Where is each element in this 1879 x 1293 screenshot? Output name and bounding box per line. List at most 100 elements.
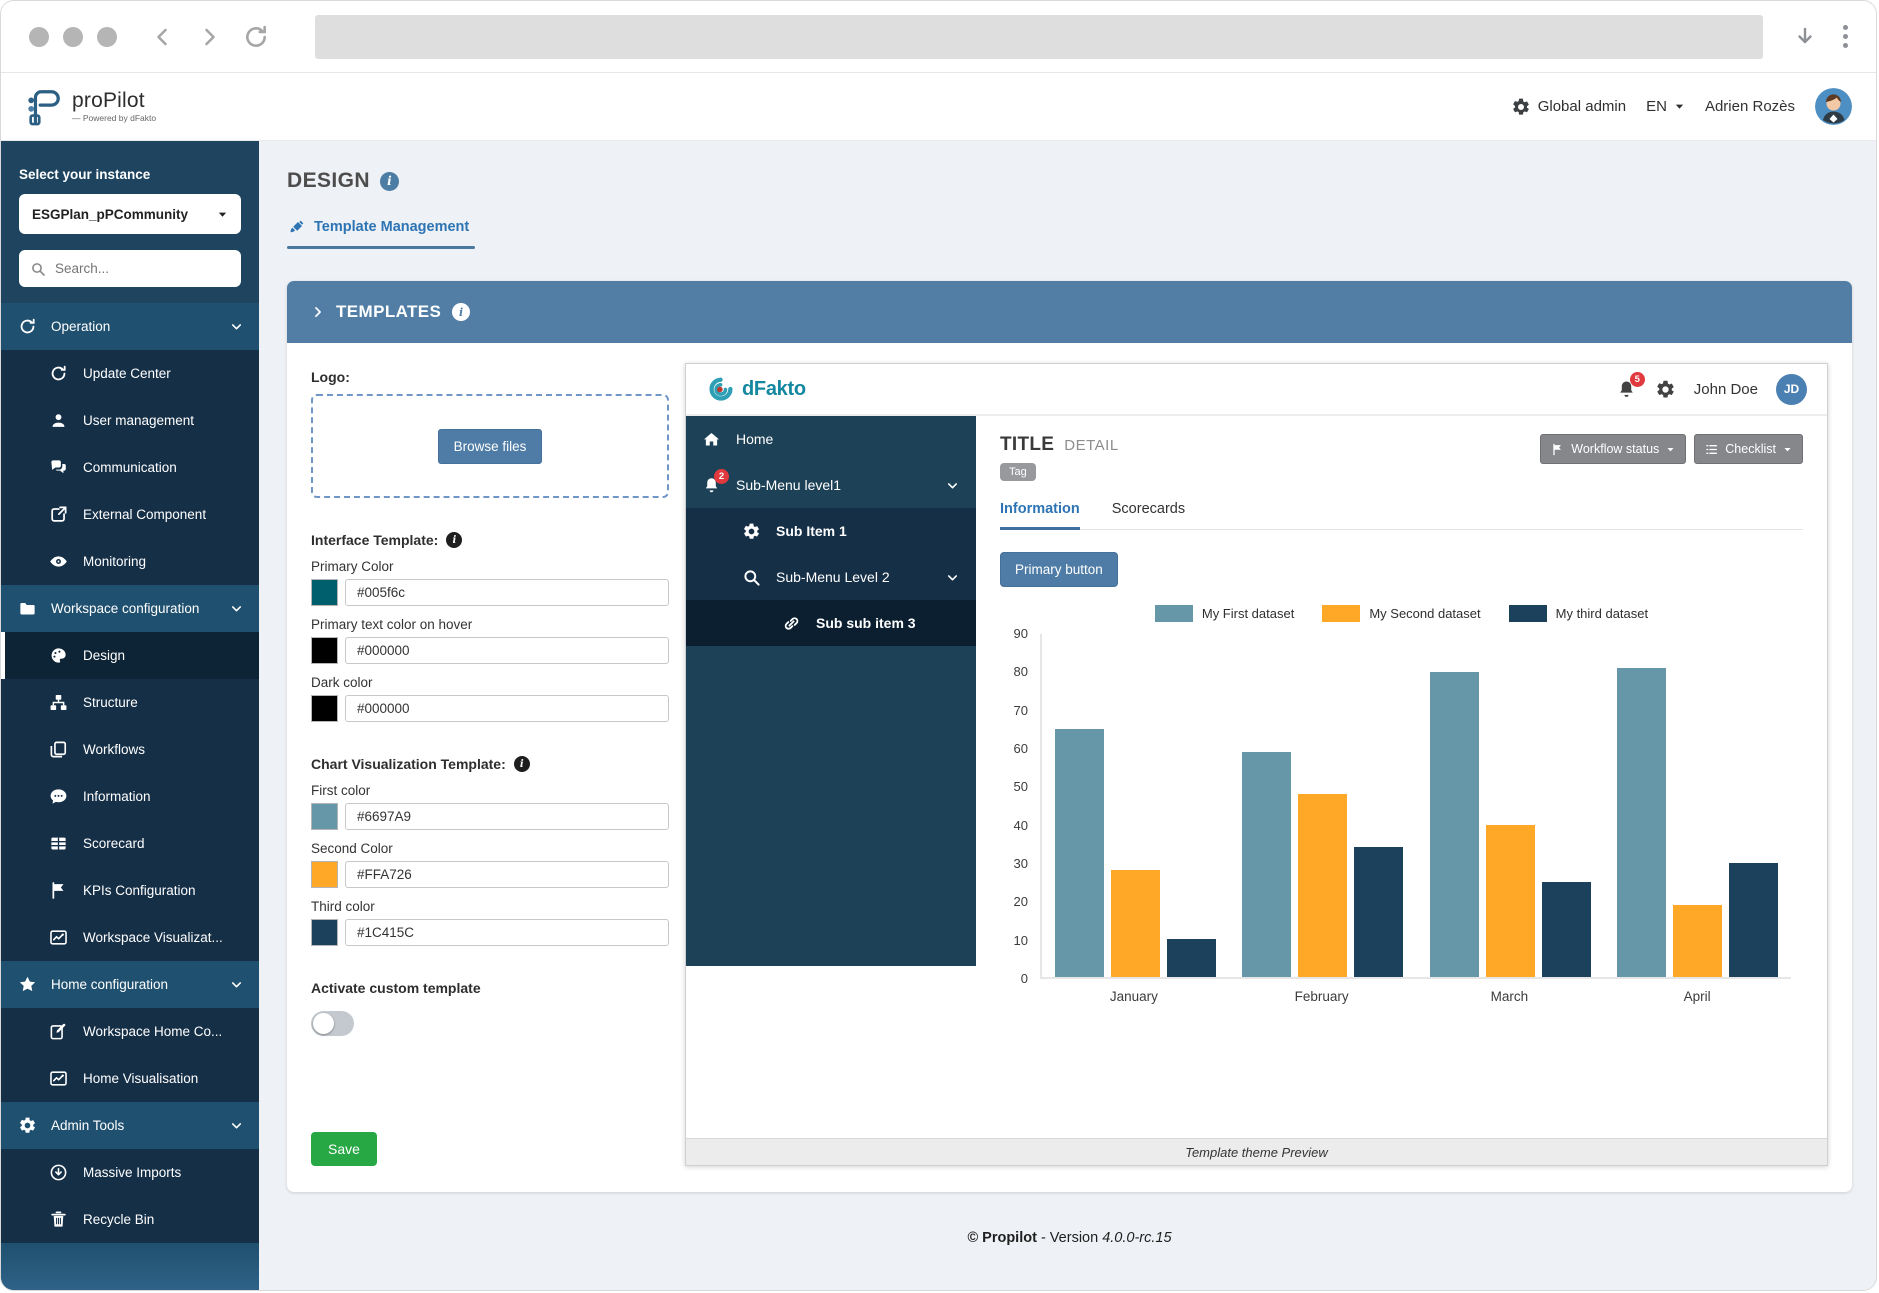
- window-controls[interactable]: [29, 26, 117, 47]
- window-control-dot[interactable]: [29, 26, 49, 47]
- activate-custom-template-toggle[interactable]: [311, 1011, 354, 1036]
- primary-button[interactable]: Primary button: [1000, 552, 1118, 587]
- preview-tabs: Information Scorecards: [1000, 501, 1803, 530]
- browser-menu-icon[interactable]: [1843, 25, 1848, 48]
- tag-badge[interactable]: Tag: [1000, 463, 1036, 481]
- sidebar-section-home-configuration[interactable]: Home configuration: [1, 961, 259, 1008]
- sidebar-item-kpis-configuration[interactable]: KPIs Configuration: [1, 867, 259, 914]
- preview-menu-sub-item1[interactable]: Sub Item 1: [686, 508, 976, 554]
- url-bar[interactable]: [315, 14, 1763, 59]
- chart-x-labels: January February March April: [1040, 979, 1791, 1020]
- logo-dropzone[interactable]: Browse files: [311, 394, 669, 498]
- sidebar-item-structure[interactable]: Structure: [1, 679, 259, 726]
- third-color-label: Third color: [311, 899, 375, 914]
- search-input[interactable]: [55, 261, 230, 276]
- sidebar-item-workflows[interactable]: Workflows: [1, 726, 259, 773]
- sidebar-item-user-management[interactable]: User management: [1, 397, 259, 444]
- dark-color-swatch[interactable]: [311, 695, 338, 722]
- reload-button[interactable]: [243, 24, 269, 50]
- preview-menu-submenu1[interactable]: 2 Sub-Menu level1: [686, 462, 976, 508]
- y-axis-tick: 0: [1020, 971, 1028, 986]
- sidebar-item-design[interactable]: Design: [1, 632, 259, 679]
- preview-menu-sub-sub-item3[interactable]: Sub sub item 3: [686, 600, 976, 646]
- bell-icon: [1619, 380, 1633, 397]
- section-label: Home configuration: [51, 977, 169, 992]
- save-button[interactable]: Save: [311, 1132, 377, 1166]
- global-admin-button[interactable]: Global admin: [1511, 97, 1626, 117]
- sidebar-item-workspace-home[interactable]: Workspace Home Co...: [1, 1008, 259, 1055]
- sidebar-item-home-visualisation[interactable]: Home Visualisation: [1, 1055, 259, 1102]
- info-icon[interactable]: [452, 303, 471, 321]
- bar: [1429, 672, 1479, 977]
- instance-label: Select your instance: [19, 167, 151, 182]
- window-control-dot[interactable]: [97, 26, 117, 47]
- forward-button[interactable]: [197, 25, 221, 49]
- sidebar-section-operation[interactable]: Operation: [1, 303, 259, 350]
- second-color-input[interactable]: [345, 861, 669, 888]
- star-icon: [19, 976, 36, 992]
- notifications-button[interactable]: 5: [1616, 371, 1645, 400]
- sidebar-item-workspace-visualization[interactable]: Workspace Visualizat...: [1, 914, 259, 961]
- primary-text-hover-input[interactable]: [345, 637, 669, 664]
- bar: [1672, 904, 1722, 977]
- y-axis-tick: 70: [1013, 702, 1028, 718]
- sidebar-item-information[interactable]: Information: [1, 773, 259, 820]
- chart-line-icon: [50, 1071, 67, 1086]
- chart-template-label: Chart Visualization Template:: [311, 756, 506, 772]
- brand[interactable]: proPilot — Powered by dFakto: [25, 86, 156, 128]
- sidebar-item-external-component[interactable]: External Component: [1, 491, 259, 538]
- dark-color-input[interactable]: [345, 695, 669, 722]
- y-axis-tick: 80: [1013, 664, 1028, 680]
- primary-text-hover-swatch[interactable]: [311, 637, 338, 664]
- item-label: Structure: [83, 695, 138, 710]
- language-selector[interactable]: EN: [1646, 98, 1685, 115]
- sidebar-item-scorecard[interactable]: Scorecard: [1, 820, 259, 867]
- preview-user-avatar[interactable]: JD: [1776, 373, 1807, 405]
- preview-menu-submenu2[interactable]: Sub-Menu Level 2: [686, 554, 976, 600]
- brand-name: proPilot: [72, 89, 145, 113]
- tab-active-underline: [287, 246, 476, 249]
- first-color-input[interactable]: [345, 803, 669, 830]
- brand-powered-by: — Powered by dFakto: [72, 113, 157, 124]
- instance-select[interactable]: ESGPlan_pPCommunity: [19, 194, 241, 234]
- window-control-dot[interactable]: [63, 26, 83, 47]
- tab-scorecards[interactable]: Scorecards: [1111, 501, 1186, 517]
- templates-card-header[interactable]: TEMPLATES: [287, 281, 1852, 343]
- checklist-button[interactable]: Checklist: [1694, 434, 1803, 464]
- workflow-status-button[interactable]: Workflow status: [1540, 434, 1687, 464]
- info-icon[interactable]: [446, 532, 463, 548]
- browse-files-button[interactable]: Browse files: [437, 428, 543, 464]
- refresh-icon: [20, 318, 35, 334]
- third-color-swatch[interactable]: [311, 919, 338, 946]
- tab-template-management[interactable]: Template Management: [287, 219, 475, 246]
- back-button[interactable]: [151, 25, 175, 49]
- user-avatar[interactable]: [1815, 88, 1852, 125]
- home-icon: [703, 432, 720, 445]
- sidebar-section-workspace-configuration[interactable]: Workspace configuration: [1, 585, 259, 632]
- download-icon[interactable]: [1793, 25, 1817, 49]
- sidebar: Select your instance ESGPlan_pPCommunity…: [1, 141, 259, 1290]
- first-color-swatch[interactable]: [311, 803, 338, 830]
- preview-menu-home[interactable]: Home: [686, 416, 976, 462]
- sidebar-item-update-center[interactable]: Update Center: [1, 350, 259, 397]
- sidebar-item-monitoring[interactable]: Monitoring: [1, 538, 259, 585]
- sidebar-item-communication[interactable]: Communication: [1, 444, 259, 491]
- third-color-input[interactable]: [345, 919, 669, 946]
- second-color-swatch[interactable]: [311, 861, 338, 888]
- caret-down-icon: [1784, 447, 1791, 451]
- gear-icon[interactable]: [1655, 379, 1676, 400]
- template-form: Logo: Browse files Interface Template: P…: [311, 363, 669, 1166]
- sidebar-item-massive-imports[interactable]: Massive Imports: [1, 1149, 259, 1196]
- info-icon[interactable]: [513, 756, 530, 772]
- sidebar-search[interactable]: [19, 250, 241, 287]
- x-axis-label: March: [1490, 989, 1529, 1004]
- instance-value: ESGPlan_pPCommunity: [32, 206, 189, 222]
- sidebar-item-recycle-bin[interactable]: Recycle Bin: [1, 1196, 259, 1243]
- info-icon[interactable]: [379, 171, 399, 191]
- primary-color-swatch[interactable]: [311, 579, 338, 606]
- table-icon: [51, 837, 66, 850]
- bar: [1242, 752, 1292, 977]
- tab-information[interactable]: Information: [1000, 501, 1080, 530]
- sidebar-section-admin-tools[interactable]: Admin Tools: [1, 1102, 259, 1149]
- primary-color-input[interactable]: [345, 579, 669, 606]
